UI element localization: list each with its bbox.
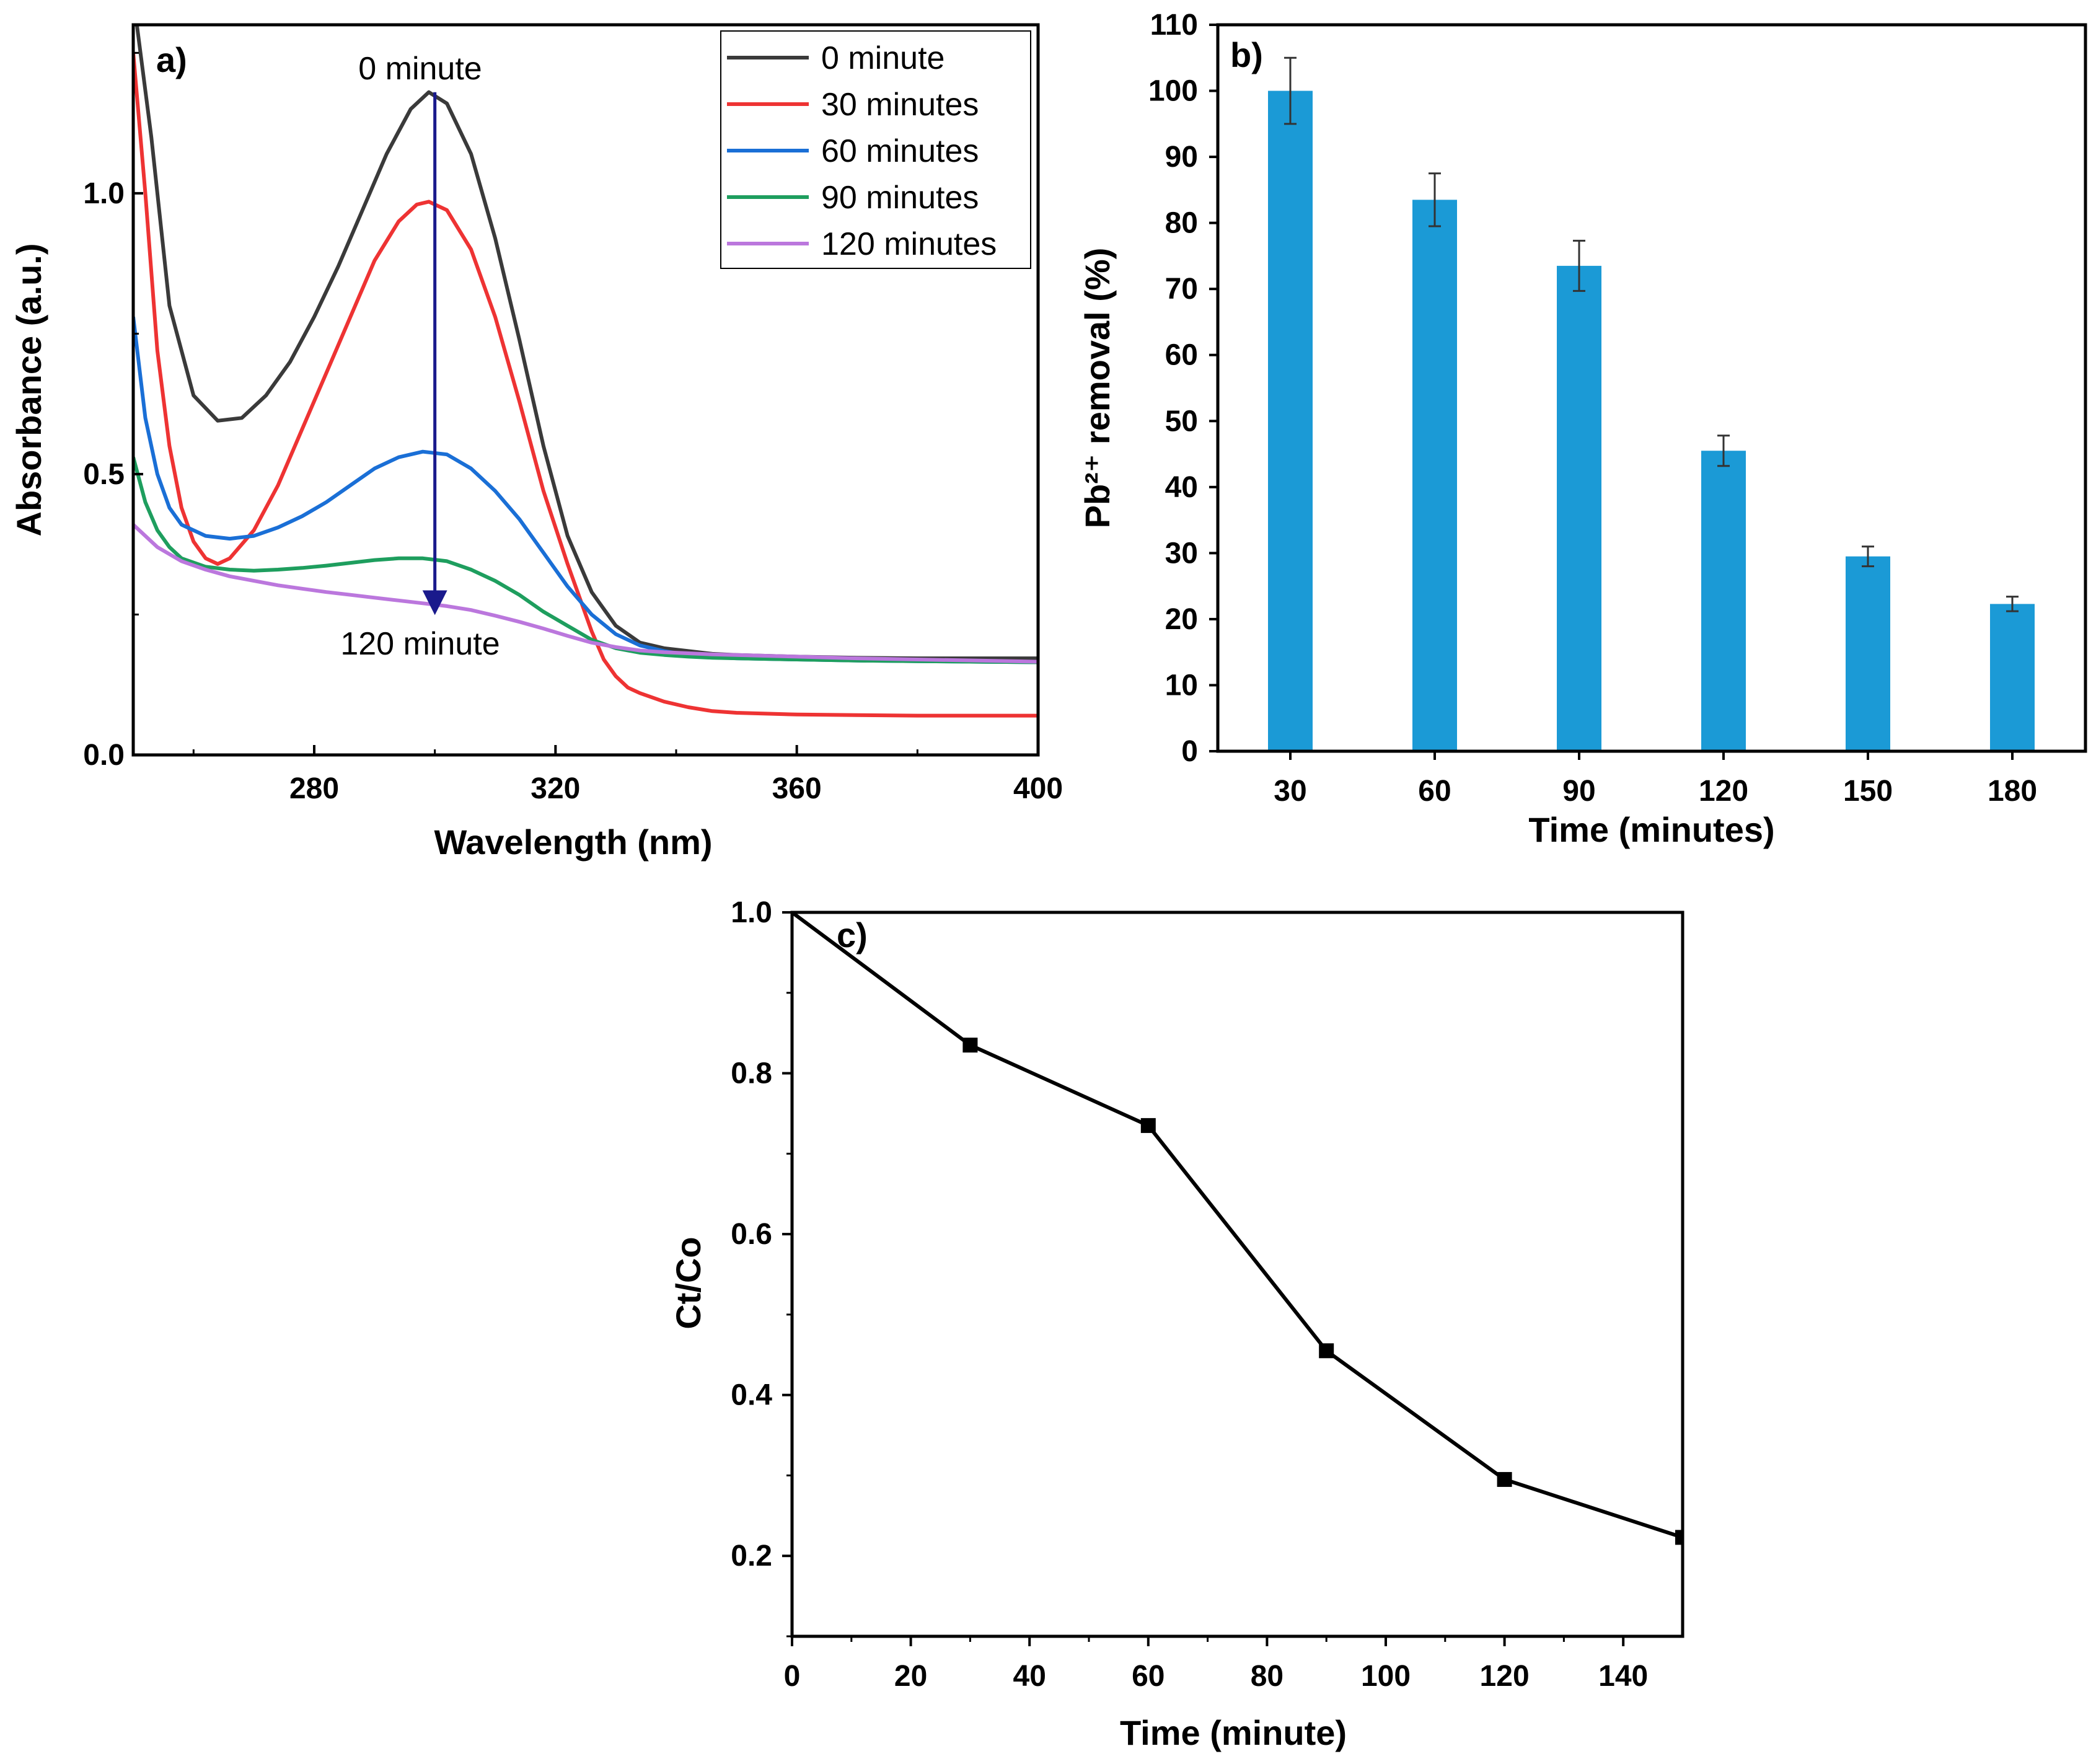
panel-a-y-title: Absorbance (a.u.) xyxy=(9,244,48,537)
c-xtick-label: 100 xyxy=(1361,1660,1411,1693)
data-point-marker xyxy=(962,1038,978,1053)
c-xtick-label: 0 xyxy=(784,1660,801,1693)
annotation-120-minute: 120 minute xyxy=(340,626,500,662)
c-xtick-label: 140 xyxy=(1598,1660,1648,1693)
b-ytick-label: 90 xyxy=(1165,141,1198,174)
panel-c-y-title: Ct/Co xyxy=(669,1237,708,1329)
b-ytick-label: 0 xyxy=(1181,735,1198,768)
c-xtick-label: 40 xyxy=(1013,1660,1046,1693)
bar-150 xyxy=(1846,556,1890,751)
c-xtick-label: 120 xyxy=(1480,1660,1530,1693)
c-xtick-label: 60 xyxy=(1132,1660,1165,1693)
panel-c-frame xyxy=(790,911,1684,1638)
data-point-marker xyxy=(1140,1118,1156,1133)
c-xtick-label: 80 xyxy=(1251,1660,1284,1693)
bar-30 xyxy=(1268,90,1313,752)
series-line-3 xyxy=(133,456,1038,664)
panel-b-frame xyxy=(1216,23,2087,753)
b-xtick-label: 180 xyxy=(1988,775,2037,808)
a-xtick-label: 360 xyxy=(772,772,822,805)
b-xtick-label: 30 xyxy=(1274,775,1306,808)
panel-c-line-chart: 0 20 40 60 80 100 120 140 0.2 0.4 0.6 0.8 1.0 c) Tim… xyxy=(669,896,1684,1752)
b-ytick-label: 80 xyxy=(1165,207,1198,240)
legend-label-4: 120 minutes xyxy=(821,226,997,262)
panel-a-spectra: 280 320 360 400 0.0 0.5 1.0 a) Wavelength (nm)… xyxy=(9,23,1063,862)
panel-a-label: a) xyxy=(156,40,187,79)
panel-b-x-title: Time (minutes) xyxy=(1528,810,1774,849)
a-xtick-label: 400 xyxy=(1013,772,1063,805)
legend-label-1: 30 minutes xyxy=(821,87,979,123)
b-ytick-label: 20 xyxy=(1165,603,1198,636)
bar-180 xyxy=(1990,604,2035,751)
bar-90 xyxy=(1557,265,1601,752)
c-ytick-label: 1.0 xyxy=(731,896,772,929)
panel-b-label: b) xyxy=(1230,35,1263,74)
b-ytick-label: 70 xyxy=(1165,273,1198,306)
b-ytick-label: 100 xyxy=(1148,75,1198,108)
panel-a-x-title: Wavelength (nm) xyxy=(434,822,712,862)
panel-c-label: c) xyxy=(837,915,868,955)
a-xtick-label: 280 xyxy=(289,772,339,805)
b-ytick-label: 110 xyxy=(1150,9,1198,42)
bar-120 xyxy=(1701,451,1746,751)
annotation-0-minute: 0 minute xyxy=(358,51,482,87)
legend-label-2: 60 minutes xyxy=(821,133,979,169)
a-xtick-label: 320 xyxy=(531,772,580,805)
a-ytick-label: 0.0 xyxy=(83,739,125,772)
ct-co-line xyxy=(792,912,1683,1540)
b-ytick-label: 60 xyxy=(1165,339,1198,372)
c-ytick-label: 0.8 xyxy=(731,1057,772,1090)
panel-b-bar-chart: 30 60 90 120 150 180 0 10 20 30 40 50 60 70 80 90 100 110… xyxy=(1078,9,2087,849)
c-xtick-label: 20 xyxy=(894,1660,927,1693)
b-xtick-label: 90 xyxy=(1562,775,1595,808)
panel-c-x-title: Time (minute) xyxy=(1120,1713,1347,1752)
panel-a-frame xyxy=(131,23,1040,757)
a-ytick-label: 0.5 xyxy=(83,458,125,491)
series-line-1 xyxy=(133,53,1038,718)
legend-label-3: 90 minutes xyxy=(821,180,979,216)
panel-a-legend: 0 minute 30 minutes 60 minutes 90 minutes 12… xyxy=(720,30,1031,269)
bar-60 xyxy=(1412,200,1457,751)
b-ytick-label: 10 xyxy=(1165,669,1198,702)
b-ytick-label: 50 xyxy=(1165,405,1198,438)
panel-b-y-title: Pb²⁺ removal (%) xyxy=(1078,248,1117,529)
b-ytick-label: 30 xyxy=(1165,537,1198,570)
c-ytick-label: 0.6 xyxy=(731,1218,772,1251)
data-point-marker xyxy=(1319,1343,1334,1359)
a-ytick-label: 1.0 xyxy=(83,177,125,210)
data-point-marker xyxy=(1497,1471,1512,1487)
legend-label-0: 0 minute xyxy=(821,40,945,76)
data-point-marker xyxy=(1675,1530,1683,1545)
b-xtick-label: 150 xyxy=(1843,775,1893,808)
b-xtick-label: 120 xyxy=(1699,775,1748,808)
b-xtick-label: 60 xyxy=(1418,775,1451,808)
b-ytick-label: 40 xyxy=(1165,471,1198,504)
c-ytick-label: 0.4 xyxy=(731,1379,772,1412)
c-ytick-label: 0.2 xyxy=(731,1540,772,1572)
series-line-4 xyxy=(133,523,1038,664)
